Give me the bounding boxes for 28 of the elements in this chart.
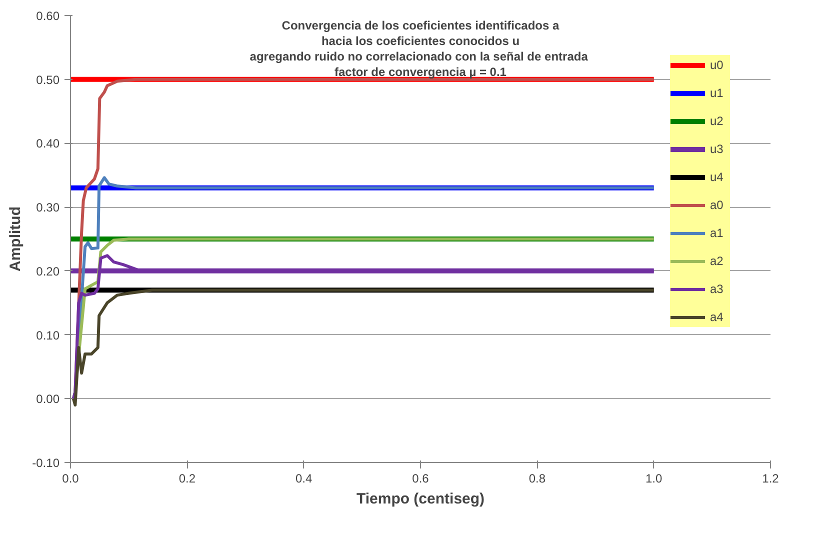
x-tick-label: 1.2 — [762, 472, 780, 486]
legend-label: a2 — [710, 254, 724, 268]
y-tick-label: 0.40 — [36, 136, 60, 151]
x-axis-title: Tiempo (centiseg) — [356, 490, 485, 508]
y-tick-label: 0.10 — [36, 328, 60, 342]
legend-label: a0 — [710, 198, 724, 212]
legend-label: u0 — [710, 58, 724, 72]
y-tick-label: -0.10 — [32, 456, 60, 470]
legend-label: u1 — [710, 86, 724, 100]
y-tick-label: 0.60 — [36, 9, 60, 23]
x-tick-label: 0.6 — [412, 472, 430, 486]
y-tick-label: 0.50 — [36, 72, 60, 87]
y-tick-label: 0.00 — [36, 392, 60, 406]
x-tick-label: 0.0 — [62, 472, 80, 486]
legend-label: u4 — [710, 170, 724, 184]
y-tick-label: 0.30 — [36, 200, 60, 215]
legend-label: a4 — [710, 310, 724, 324]
legend-label: a3 — [710, 282, 724, 296]
y-axis-title: Amplitud — [7, 206, 24, 272]
x-tick-label: 0.8 — [528, 472, 546, 486]
x-tick-label: 0.2 — [178, 472, 196, 486]
legend-label: u3 — [710, 142, 724, 156]
x-tick-label: 1.0 — [645, 472, 662, 486]
text: Convergencia de los coeficientes identificados a hacia los coeficientes conocidos u agregando ruido no correlacionado con la señal de entrada factor de convergencia µ = 0.1 — [250, 18, 588, 79]
x-tick-label: 0.4 — [295, 472, 312, 486]
y-tick-label: 0.20 — [36, 264, 60, 278]
legend-label: a1 — [710, 226, 724, 240]
legend-label: u2 — [710, 114, 724, 128]
